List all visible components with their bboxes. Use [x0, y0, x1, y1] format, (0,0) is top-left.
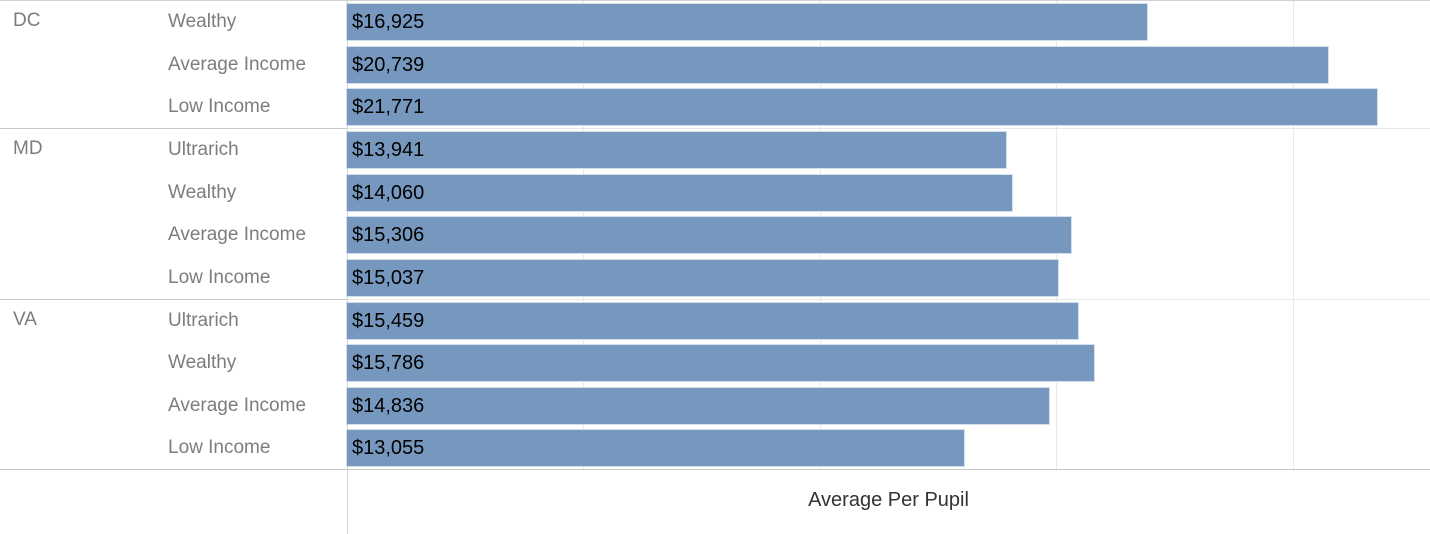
table-row: Average Income $15,306	[155, 214, 1430, 256]
bar-track: $14,836	[347, 385, 1430, 427]
bar[interactable]: $14,060	[347, 174, 1012, 211]
bar[interactable]: $16,925	[347, 4, 1148, 41]
table-row: Wealthy $15,786	[155, 342, 1430, 384]
bar-track: $21,771	[347, 86, 1430, 128]
bar[interactable]: $13,055	[347, 430, 965, 467]
bar-value-label: $16,925	[352, 11, 425, 34]
bar-track: $20,739	[347, 43, 1430, 85]
section-rows: Wealthy $16,925 Average Income $20,739 L…	[155, 1, 1430, 128]
bar-track: $15,306	[347, 214, 1430, 256]
table-row: Low Income $21,771	[155, 86, 1430, 128]
category-header[interactable]: Average Income	[168, 224, 307, 246]
chart-body: DC Wealthy $16,925 Average Income $20,73…	[0, 1, 1430, 471]
table-row: Average Income $14,836	[155, 385, 1430, 427]
state-section: MD Ultrarich $13,941 Wealthy $14,060 Ave…	[0, 129, 1430, 300]
bar-track: $14,060	[347, 172, 1430, 214]
table-row: Wealthy $16,925	[155, 1, 1430, 43]
bar-track: $13,055	[347, 427, 1430, 469]
bar[interactable]: $15,459	[347, 302, 1079, 339]
bar-value-label: $15,459	[352, 309, 425, 332]
bar-track: $15,037	[347, 256, 1430, 298]
bar[interactable]: $15,786	[347, 345, 1094, 382]
category-header[interactable]: Wealthy	[168, 181, 237, 203]
x-axis-title: Average Per Pupil	[808, 489, 969, 511]
bar[interactable]: $14,836	[347, 387, 1049, 424]
table-row: Wealthy $14,060	[155, 172, 1430, 214]
bar[interactable]: $13,941	[347, 132, 1007, 169]
category-header[interactable]: Ultrarich	[168, 139, 239, 161]
category-header[interactable]: Wealthy	[168, 11, 237, 33]
category-header[interactable]: Low Income	[168, 437, 271, 459]
category-header[interactable]: Low Income	[168, 266, 271, 288]
section-rows: Ultrarich $15,459 Wealthy $15,786 Averag…	[155, 300, 1430, 470]
category-header[interactable]: Ultrarich	[168, 309, 239, 331]
table-row: Low Income $15,037	[155, 256, 1430, 298]
x-axis-area: Average Per Pupil	[347, 471, 1430, 534]
category-header[interactable]: Average Income	[168, 394, 307, 416]
bar-value-label: $14,836	[352, 394, 425, 417]
category-header[interactable]: Wealthy	[168, 352, 237, 374]
gridline	[1292, 1, 1294, 471]
bar[interactable]: $20,739	[347, 46, 1328, 83]
bar-track: $15,459	[347, 300, 1430, 342]
category-header[interactable]: Average Income	[168, 53, 307, 75]
state-header[interactable]: DC	[13, 10, 41, 31]
bar-track: $13,941	[347, 129, 1430, 171]
state-header[interactable]: MD	[13, 138, 43, 160]
bar[interactable]: $15,306	[347, 217, 1071, 254]
bar-track: $15,786	[347, 342, 1430, 384]
table-row: Ultrarich $15,459	[155, 300, 1430, 342]
bar-value-label: $21,771	[352, 95, 425, 118]
section-rows: Ultrarich $13,941 Wealthy $14,060 Averag…	[155, 129, 1430, 299]
bar-value-label: $15,306	[352, 224, 425, 247]
bar-value-label: $14,060	[352, 181, 425, 204]
table-row: Ultrarich $13,941	[155, 129, 1430, 171]
table-row: Average Income $20,739	[155, 43, 1430, 85]
bar-value-label: $13,055	[352, 437, 425, 460]
bar-value-label: $15,037	[352, 266, 425, 289]
bar-track: $16,925	[347, 1, 1430, 43]
table-row: Low Income $13,055	[155, 427, 1430, 469]
state-section: DC Wealthy $16,925 Average Income $20,73…	[0, 1, 1430, 130]
bar-value-label: $20,739	[352, 53, 425, 76]
bar-value-label: $15,786	[352, 352, 425, 375]
bar-value-label: $13,941	[352, 139, 425, 162]
category-header[interactable]: Low Income	[168, 95, 271, 117]
bar[interactable]: $15,037	[347, 259, 1059, 296]
bar[interactable]: $21,771	[347, 88, 1377, 125]
state-header[interactable]: VA	[13, 308, 37, 330]
state-section: VA Ultrarich $15,459 Wealthy $15,786 Ave…	[0, 300, 1430, 471]
